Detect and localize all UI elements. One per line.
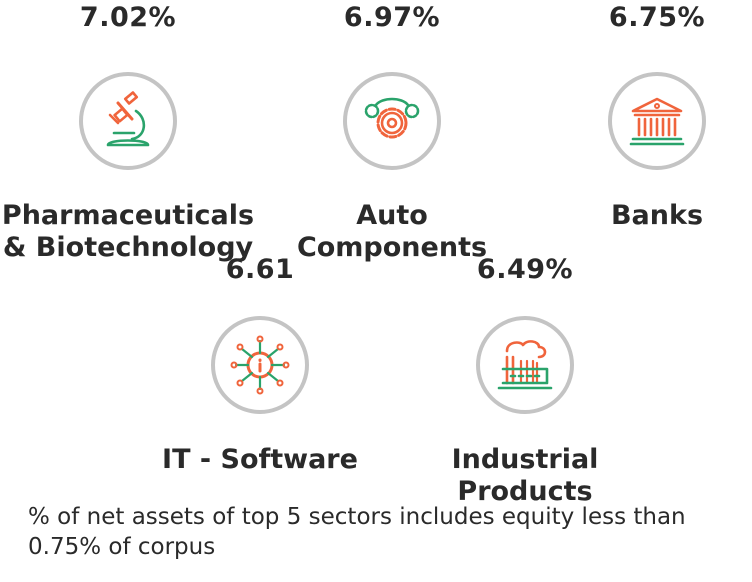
sector-industrial-products: 6.49% Industrial Products [395,254,655,508]
bank-building-icon [629,97,685,146]
sector-name: Industrial Products [395,444,655,508]
sector-name-line: Pharmaceuticals [1,200,255,231]
microscope-icon [106,91,150,147]
sector-auto-components: 6.97% Auto Components [262,2,522,264]
footnote: % of net assets of top 5 sectors include… [28,504,686,560]
circuit-info-icon [230,335,290,395]
sector-name: Pharmaceuticals & Biotechnology [0,200,258,264]
sector-name-line: Industrial [451,444,599,475]
icon-ring [211,316,309,414]
sector-percent: 6.75% [608,2,706,33]
gears-icon [364,97,420,139]
sector-name-line: IT - Software [162,444,358,475]
icon-ring [608,72,706,170]
sector-name-line: & Biotechnology [2,232,254,263]
sector-name-line: Products [457,476,593,507]
sector-banks: 6.75% Banks [527,2,752,232]
sector-name: Banks [527,200,752,232]
sector-percent: 7.02% [79,2,177,33]
sector-percent: 6.97% [343,2,441,33]
icon-ring [476,316,574,414]
sector-name-line: Auto [356,200,428,231]
sector-name: Auto Components [262,200,522,264]
icon-ring [343,72,441,170]
sector-pharmaceuticals: 7.02% Pharmaceuticals & Biotechnology [0,2,258,264]
sector-name: IT - Software [130,444,390,476]
icon-ring [79,72,177,170]
sector-name-line: Components [296,232,488,263]
sector-it-software: 6.61 IT - Software [130,254,390,476]
sector-percent: 6.49% [476,254,574,285]
factory-icon [497,340,553,390]
sector-percent: 6.61 [225,254,295,285]
sector-name-line: Banks [610,200,704,231]
